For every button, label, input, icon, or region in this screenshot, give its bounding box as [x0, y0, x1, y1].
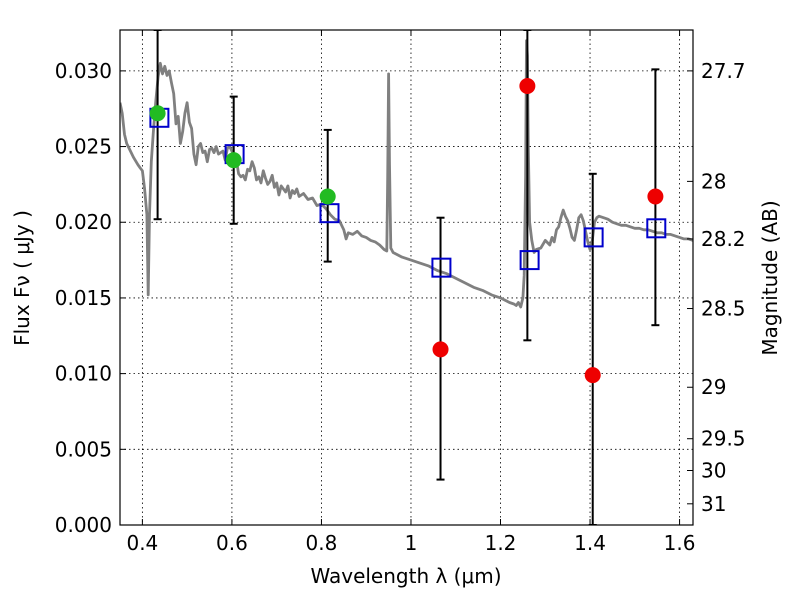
right-tick-label: 28.5: [701, 297, 746, 321]
y-tick-label: 0.000: [55, 513, 112, 537]
model-square: [583, 227, 604, 248]
right-tick-label: 28: [701, 169, 726, 193]
right-tick-label: 27.7: [701, 59, 746, 83]
y-tick-label: 0.030: [55, 59, 112, 83]
x-tick-label: 1.4: [574, 531, 606, 555]
detection-point: [149, 105, 166, 122]
right-tick-label: 31: [701, 492, 726, 516]
x-tick-label: 0.4: [126, 531, 158, 555]
y-tick-label: 0.025: [55, 135, 112, 159]
detection-point: [225, 152, 242, 169]
y-tick-label: 0.005: [55, 437, 112, 461]
right-tick-label: 30: [701, 459, 726, 483]
nondetection-point: [584, 367, 601, 384]
x-tick-label: 1: [405, 531, 418, 555]
right-tick-label: 29.5: [701, 427, 746, 451]
y-axis-title: Flux Fν ( μJy ): [10, 210, 34, 346]
y-tick-label: 0.010: [55, 362, 112, 386]
plot-content: [120, 30, 693, 525]
model-square: [519, 250, 540, 271]
model-square: [431, 257, 452, 278]
nondetection-point: [519, 78, 536, 95]
model-square: [646, 218, 667, 239]
right-tick-label: 28.2: [701, 227, 746, 251]
spectrum-line: [120, 39, 693, 309]
y-tick-label: 0.015: [55, 286, 112, 310]
plot-frame: [119, 29, 694, 526]
plot-area: [120, 30, 693, 525]
x-tick-label: 0.6: [216, 531, 248, 555]
detection-point: [319, 188, 336, 205]
nondetection-point: [647, 188, 664, 205]
nondetection-point: [432, 341, 449, 358]
x-tick-label: 0.8: [306, 531, 338, 555]
right-tick-label: 29: [701, 375, 726, 399]
axis-ticks: 0.4 0.6 0.8 1 1.2 1.4 1.6 0.000 0.005 0.010 0.015 0…: [55, 30, 746, 555]
x-tick-label: 1.2: [485, 531, 517, 555]
y-tick-label: 0.020: [55, 210, 112, 234]
right-axis-title: Magnitude (AB): [758, 200, 782, 355]
x-tick-label: 1.6: [664, 531, 696, 555]
x-axis-title: Wavelength λ (μm): [310, 564, 501, 588]
